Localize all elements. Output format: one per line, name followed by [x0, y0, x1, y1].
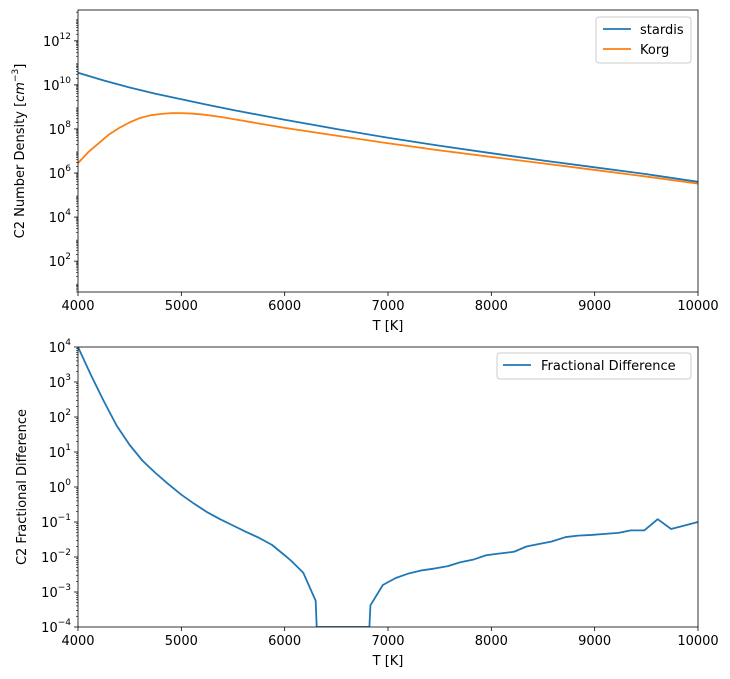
bottom-legend: Fractional Difference [496, 352, 692, 380]
bottom-series [78, 347, 698, 627]
bottom-legend-box [496, 352, 692, 380]
bottom-chart: 4000 5000 6000 7000 8000 9000 10000 10−4 10−3 10−… [15, 338, 719, 669]
y-tick-label: 101 [49, 443, 71, 461]
y-tick-label: 1010 [43, 76, 71, 94]
series-line-korg [78, 112, 698, 185]
y-tick-label: 102 [49, 252, 71, 270]
y-tick-label: 10−2 [41, 548, 71, 566]
bottom-axes-frame [77, 346, 699, 628]
series-line-fractional-difference [78, 347, 698, 627]
x-tick-label: 8000 [475, 299, 508, 314]
top-axes-frame [77, 9, 699, 293]
legend-label-korg: Korg [640, 43, 669, 58]
top-legend: stardis Korg [595, 16, 692, 64]
x-tick-label: 5000 [165, 299, 198, 314]
legend-label-fractional-difference: Fractional Difference [541, 359, 676, 374]
bottom-y-axis-label: C2 Fractional Difference [15, 409, 30, 565]
y-tick-label: 106 [49, 164, 72, 182]
x-tick-label: 8000 [475, 634, 508, 649]
top-ticks: 4000 5000 6000 7000 8000 9000 10000 102 104 106 10… [43, 32, 719, 314]
y-tick-label: 1012 [43, 32, 71, 50]
y-tick-label: 10−3 [41, 583, 71, 601]
x-tick-label: 7000 [371, 634, 404, 649]
top-series [78, 71, 698, 185]
y-tick-label: 103 [49, 373, 71, 391]
y-tick-label: 10−4 [41, 618, 71, 636]
y-tick-label: 104 [49, 338, 72, 356]
series-line-stardis [78, 71, 698, 183]
top-chart: 4000 5000 6000 7000 8000 9000 10000 102 104 106 10… [11, 9, 719, 334]
x-tick-label: 9000 [578, 299, 611, 314]
x-tick-label: 4000 [61, 299, 94, 314]
y-tick-label: 104 [49, 208, 72, 226]
top-plot-area [78, 10, 698, 292]
x-tick-label: 5000 [165, 634, 198, 649]
top-x-axis-label: T [K] [372, 319, 404, 334]
x-tick-label: 6000 [268, 634, 301, 649]
x-tick-label: 4000 [61, 634, 94, 649]
y-tick-label: 102 [49, 408, 71, 426]
x-tick-label: 9000 [578, 634, 611, 649]
top-y-axis-label: C2 Number Density [cm−3] [11, 64, 28, 239]
x-tick-label: 10000 [677, 299, 718, 314]
x-tick-label: 10000 [677, 634, 718, 649]
bottom-plot-area [78, 347, 698, 627]
y-tick-label: 100 [49, 478, 72, 496]
y-tick-label: 10−1 [41, 513, 71, 531]
y-tick-label: 108 [49, 120, 72, 138]
x-tick-label: 6000 [268, 299, 301, 314]
legend-label-stardis: stardis [640, 23, 684, 38]
bottom-ticks: 4000 5000 6000 7000 8000 9000 10000 10−4 10−3 10−… [41, 338, 719, 649]
x-tick-label: 7000 [371, 299, 404, 314]
bottom-x-axis-label: T [K] [372, 654, 404, 669]
